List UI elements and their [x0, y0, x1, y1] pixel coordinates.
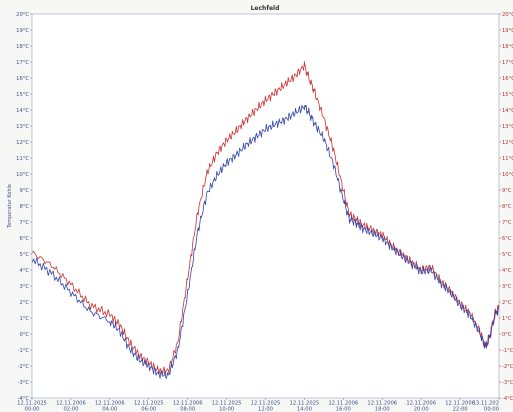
y-tick-label: -2°C [18, 364, 30, 370]
plot-area [31, 13, 500, 399]
x-tick-time: 14:00 [297, 407, 312, 412]
y-tick-label-right: 17°C [502, 60, 513, 66]
y-tick-label: 20°C [16, 12, 29, 18]
y-tick-label: 10°C [16, 172, 29, 178]
x-tick-time: 12:00 [258, 407, 273, 412]
x-tick-date: 12.11.2006 [328, 401, 358, 407]
x-tick-date: 12.11.2025 [251, 401, 281, 407]
y-tick-label: -1°C [18, 348, 30, 354]
y-tick-label-right: 9°C [502, 188, 512, 194]
y-tick-label: 7°C [19, 220, 29, 226]
y-tick-label-right: 13°C [502, 124, 513, 130]
chart-title: Lechfeld [251, 5, 280, 12]
y-tick-label: 17°C [16, 60, 29, 66]
x-tick-date: 12.11.2025 [134, 401, 164, 407]
y-tick-label: 15°C [16, 92, 29, 98]
y-tick-label: 2°C [19, 300, 29, 306]
x-tick-time: 08:00 [180, 407, 195, 412]
y-tick-label-right: 20°C [502, 12, 513, 18]
y-tick-label-right: 12°C [502, 140, 513, 146]
y-tick-label-right: 5°C [502, 252, 512, 258]
y-axis-left: 20°C 19°C 18°C 17°C 16°C 15°C 14°C 13°C 12°C 11°C… [16, 12, 32, 402]
x-axis: 12.11.202500:0012.11.200602:0012.11.2006… [17, 398, 500, 412]
x-tick-date: 12.11.2006 [367, 401, 397, 407]
y-tick-label: 8°C [19, 204, 29, 210]
x-tick-date: 12.11.2006 [173, 401, 203, 407]
y-axis-right: 20°C 19°C 18°C 17°C 16°C 15°C 14°C 13°C 12°C 11°C… [499, 12, 513, 402]
y-tick-label: 9°C [19, 188, 29, 194]
x-tick-time: 22:00 [453, 407, 468, 412]
x-tick-time: 00:00 [484, 407, 499, 412]
y-tick-label-right: 16°C [502, 76, 513, 82]
x-tick-time: 02:00 [63, 407, 78, 412]
x-tick-time: 10:00 [219, 407, 234, 412]
y-tick-label-right: 15°C [502, 92, 513, 98]
y-tick-label: -3°C [18, 380, 30, 386]
y-tick-label-right: 14°C [502, 108, 513, 114]
x-tick-time: 18:00 [375, 407, 390, 412]
x-tick-date: 12.11.2006 [445, 401, 475, 407]
y-tick-label: 3°C [19, 284, 29, 290]
x-tick-time: 16:00 [336, 407, 351, 412]
x-tick-time: 04:00 [102, 407, 117, 412]
y-tick-label: 1°C [19, 316, 29, 322]
x-tick-time: 20:00 [414, 407, 429, 412]
y-tick-label: 19°C [16, 28, 29, 34]
y-tick-label-right: 10°C [502, 172, 513, 178]
y-tick-label-right: 3°C [502, 284, 512, 290]
y-tick-label-right: 19°C [502, 28, 513, 34]
y-tick-label: 18°C [16, 44, 29, 50]
y-tick-label-right: 1°C [502, 316, 512, 322]
y-tick-label: 14°C [16, 108, 29, 114]
x-tick-date: 12.11.2025 [290, 401, 320, 407]
y-tick-label-right: 8°C [502, 204, 512, 210]
y-axis-label: Temperatur Kohle [7, 184, 13, 229]
y-tick-label: 13°C [16, 124, 29, 130]
y-tick-label-right: -2°C [502, 364, 513, 370]
y-tick-label: 6°C [19, 236, 29, 242]
y-tick-label: 0°C [19, 332, 29, 338]
y-tick-label: -4°C [18, 396, 30, 402]
y-tick-label-right: 2°C [502, 300, 512, 306]
series-line-2 [31, 104, 500, 379]
y-tick-label: 16°C [16, 76, 29, 82]
y-tick-label-right: 7°C [502, 220, 512, 226]
x-tick-date: 12.11.2025 [212, 401, 242, 407]
series-layer [31, 61, 500, 379]
y-tick-label: 5°C [19, 252, 29, 258]
y-tick-label: 4°C [19, 268, 29, 274]
x-tick-time: 06:00 [141, 407, 156, 412]
x-tick-date: 13.11.202 [473, 401, 499, 407]
x-tick-time: 00:00 [25, 407, 40, 412]
y-tick-label-right: 18°C [502, 44, 513, 50]
x-tick-date: 12.11.2006 [406, 401, 436, 407]
y-tick-label-right: 0°C [502, 332, 512, 338]
x-tick-date: 12.11.2006 [95, 401, 125, 407]
y-tick-label-right: 4°C [502, 268, 512, 274]
y-tick-label-right: -4°C [502, 396, 513, 402]
x-tick-date: 12.11.2025 [17, 401, 47, 407]
y-tick-label-right: -3°C [502, 380, 513, 386]
y-tick-label: 12°C [16, 140, 29, 146]
x-tick-date: 12.11.2006 [56, 401, 86, 407]
y-tick-label-right: 6°C [502, 236, 512, 242]
y-tick-label-right: -1°C [502, 348, 513, 354]
y-tick-label: 11°C [16, 156, 29, 162]
y-tick-label-right: 11°C [502, 156, 513, 162]
